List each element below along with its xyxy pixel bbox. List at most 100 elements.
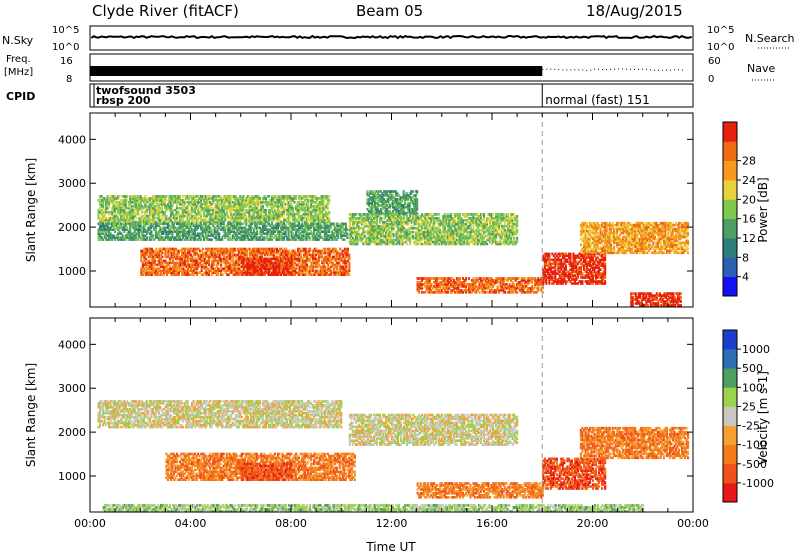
- data-cell: [242, 271, 245, 274]
- data-cell: [178, 238, 181, 241]
- data-cell: [348, 240, 351, 244]
- data-cell: [439, 236, 442, 240]
- data-cell: [181, 261, 184, 265]
- data-cell: [412, 230, 415, 234]
- data-cell: [178, 236, 181, 239]
- data-cell: [194, 247, 197, 251]
- data-cell: [322, 220, 325, 224]
- data-cell: [108, 201, 111, 204]
- data-cell: [400, 242, 403, 246]
- data-cell: [246, 230, 249, 233]
- data-cell: [419, 230, 422, 234]
- data-cell: [437, 230, 440, 234]
- data-cell: [239, 236, 242, 239]
- data-cell: [272, 226, 275, 230]
- data-cell: [219, 222, 222, 226]
- data-cell: [194, 195, 197, 198]
- data-cell: [150, 224, 153, 228]
- data-cell: [398, 240, 401, 244]
- data-cell: [425, 226, 428, 230]
- data-cell: [215, 199, 218, 202]
- data-cell: [272, 257, 275, 261]
- data-cell: [351, 238, 354, 242]
- data-cell: [309, 267, 312, 271]
- data-cell: [157, 205, 160, 208]
- data-cell: [130, 201, 133, 204]
- data-cell: [188, 253, 191, 257]
- data-cell: [383, 240, 386, 244]
- data-cell: [413, 242, 416, 246]
- data-cell: [135, 236, 138, 239]
- data-cell: [214, 267, 217, 271]
- data-cell: [201, 224, 204, 228]
- data-cell: [187, 251, 190, 255]
- data-cell: [312, 253, 315, 257]
- data-cell: [332, 236, 335, 239]
- data-cell: [317, 224, 320, 228]
- data-cell: [236, 234, 239, 237]
- data-cell: [343, 238, 346, 241]
- data-cell: [287, 212, 290, 216]
- data-cell: [328, 253, 331, 257]
- data-cell: [150, 206, 153, 210]
- data-cell: [424, 238, 427, 242]
- data-cell: [313, 265, 316, 269]
- data-cell: [209, 269, 212, 273]
- data-cell: [234, 232, 237, 235]
- data-cell: [239, 269, 242, 273]
- data-cell: [129, 210, 132, 214]
- data-cell: [430, 226, 433, 230]
- data-cell: [308, 218, 311, 222]
- data-cell: [185, 210, 188, 214]
- data-cell: [258, 197, 261, 200]
- nsky-strip-frame: [89, 25, 694, 51]
- data-cell: [228, 232, 231, 235]
- data-cell: [293, 216, 296, 220]
- data-cell: [267, 218, 270, 222]
- data-cell: [254, 234, 257, 237]
- data-cell: [307, 247, 310, 251]
- data-cell: [310, 273, 313, 276]
- data-cell: [298, 212, 301, 216]
- data-cell: [111, 208, 114, 212]
- data-cell: [124, 238, 127, 241]
- data-cell: [103, 230, 106, 233]
- data-cell: [354, 213, 357, 216]
- data-cell: [195, 195, 198, 198]
- data-cell: [249, 208, 252, 212]
- data-cell: [249, 220, 252, 224]
- data-cell: [305, 197, 308, 200]
- data-cell: [194, 210, 197, 214]
- data-cell: [168, 259, 171, 263]
- data-cell: [407, 226, 410, 230]
- data-cell: [310, 206, 313, 210]
- data-cell: [254, 267, 257, 271]
- data-cell: [336, 251, 339, 255]
- data-cell: [245, 232, 248, 235]
- data-cell: [327, 255, 330, 259]
- data-cell: [124, 222, 127, 226]
- data-cell: [176, 273, 179, 276]
- data-cell: [123, 203, 126, 206]
- data-cell: [323, 222, 326, 226]
- data-cell: [319, 212, 322, 216]
- data-cell: [406, 234, 409, 238]
- data-cell: [300, 257, 303, 261]
- data-cell: [123, 216, 126, 220]
- data-cell: [290, 208, 293, 212]
- data-cell: [331, 257, 334, 261]
- data-cell: [171, 212, 174, 216]
- data-cell: [353, 242, 356, 246]
- data-cell: [178, 222, 181, 226]
- data-cell: [348, 217, 351, 220]
- data-cell: [319, 234, 322, 237]
- data-cell: [130, 222, 133, 226]
- data-cell: [290, 206, 293, 210]
- data-cell: [221, 273, 224, 276]
- data-cell: [313, 249, 316, 253]
- data-cell: [279, 236, 282, 239]
- data-cell: [129, 208, 132, 212]
- data-cell: [392, 242, 395, 246]
- data-cell: [201, 203, 204, 206]
- data-cell: [275, 247, 278, 251]
